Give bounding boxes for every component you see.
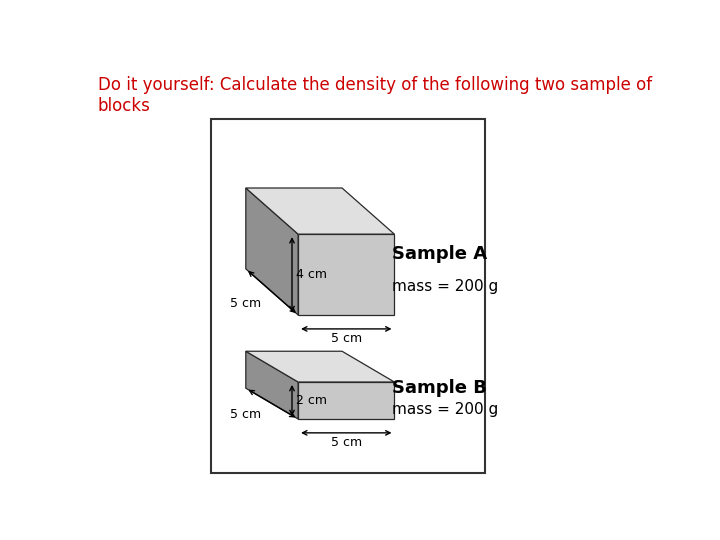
Polygon shape (246, 188, 395, 234)
Text: Sample B: Sample B (392, 379, 487, 396)
Polygon shape (298, 382, 395, 419)
Polygon shape (246, 351, 298, 419)
Text: 4 cm: 4 cm (296, 268, 327, 281)
Text: 2 cm: 2 cm (296, 394, 327, 407)
Text: 5 cm: 5 cm (230, 296, 261, 309)
Polygon shape (246, 188, 298, 315)
Text: Do it yourself: Calculate the density of the following two sample of
blocks: Do it yourself: Calculate the density of… (98, 76, 652, 115)
Text: mass = 200 g: mass = 200 g (392, 279, 498, 294)
Text: 5 cm: 5 cm (330, 436, 362, 449)
Polygon shape (246, 351, 395, 382)
Text: 5 cm: 5 cm (330, 332, 362, 345)
Polygon shape (298, 234, 395, 315)
Text: Sample A: Sample A (392, 245, 487, 264)
Text: mass = 200 g: mass = 200 g (392, 402, 498, 417)
Text: 5 cm: 5 cm (230, 408, 261, 421)
Bar (211, 119, 485, 473)
